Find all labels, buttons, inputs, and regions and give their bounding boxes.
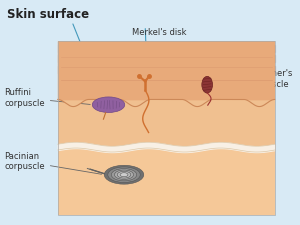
Bar [58,149,275,215]
Ellipse shape [117,171,131,178]
Ellipse shape [202,76,212,93]
Polygon shape [58,41,275,107]
Bar [58,41,275,215]
Bar [58,100,275,149]
Ellipse shape [104,165,144,184]
Bar [58,41,275,100]
Ellipse shape [114,170,134,179]
Text: Skin surface: Skin surface [7,8,89,21]
Text: Merkel's disk: Merkel's disk [132,28,187,86]
Ellipse shape [108,167,140,182]
Ellipse shape [92,97,125,112]
Ellipse shape [120,173,128,177]
Polygon shape [58,99,275,107]
Text: Meissner's
corpuscle: Meissner's corpuscle [217,70,292,89]
Text: Pacinian
corpuscle: Pacinian corpuscle [4,152,101,174]
Ellipse shape [111,169,137,181]
Text: Ruffini
corpuscle: Ruffini corpuscle [4,88,90,108]
